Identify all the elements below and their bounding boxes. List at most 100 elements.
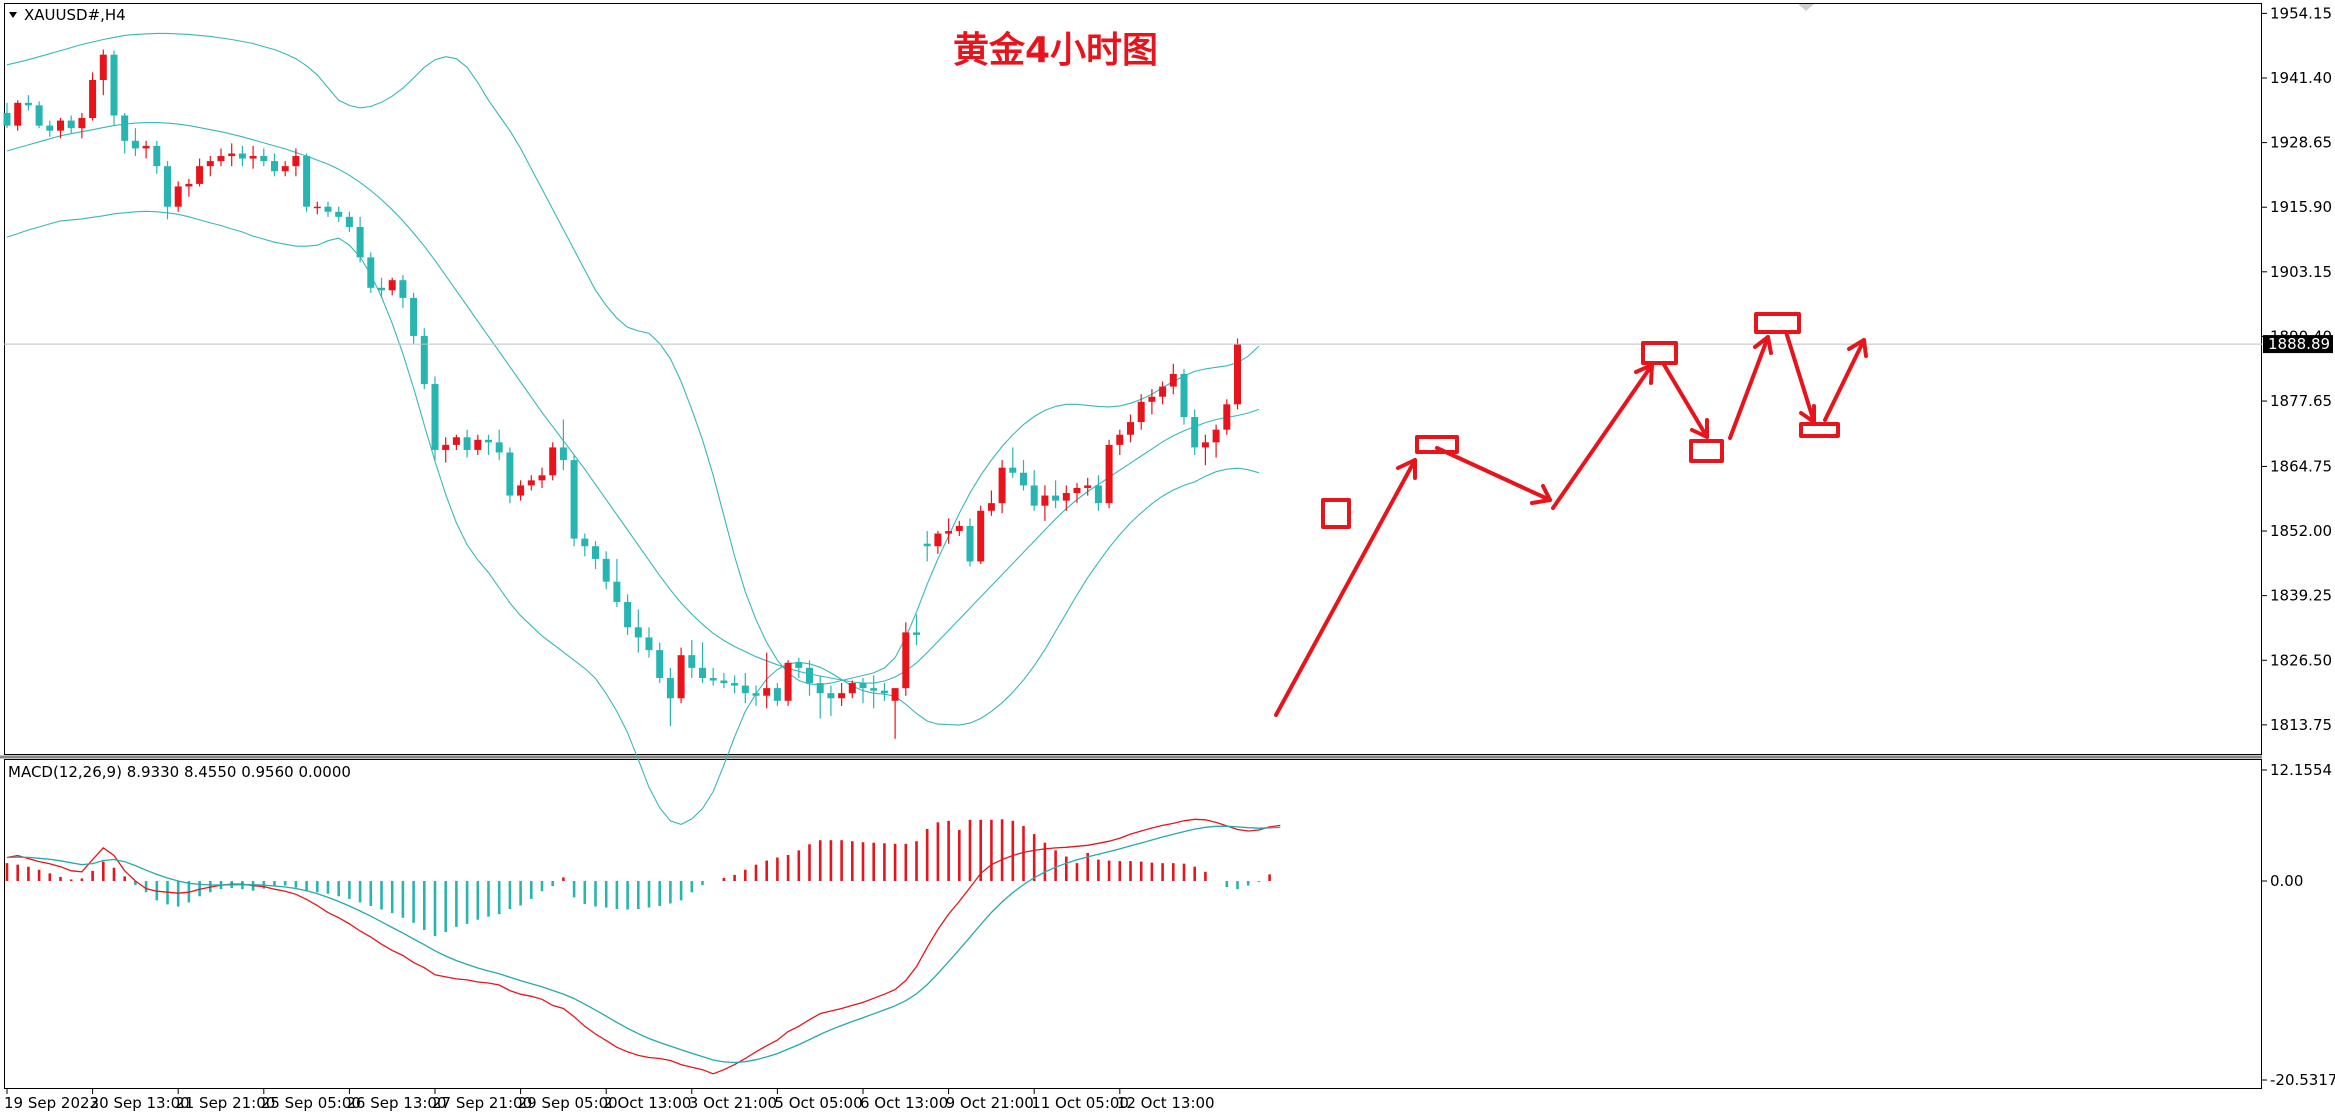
candle	[527, 475, 535, 491]
candle-body	[816, 683, 824, 694]
candle-body	[1030, 485, 1038, 506]
candle-body	[581, 538, 589, 547]
candle-body	[1169, 373, 1177, 387]
candle-body	[634, 627, 642, 638]
candle	[142, 140, 150, 159]
candle	[709, 667, 717, 686]
candle	[345, 211, 353, 233]
arrow-head-icon	[1799, 404, 1816, 424]
candle-body	[78, 118, 86, 129]
candle	[549, 442, 557, 481]
candle	[463, 429, 471, 458]
candle	[1223, 399, 1231, 435]
candle	[1116, 429, 1124, 456]
candle-body	[1084, 485, 1092, 488]
price-tick-label: 1928.65	[2270, 134, 2332, 152]
candle-body	[185, 183, 193, 187]
candle-body	[945, 531, 953, 534]
macd-tick-label: 0.00	[2270, 872, 2303, 890]
candle	[303, 153, 311, 212]
candle-body	[1148, 396, 1156, 402]
candle	[998, 460, 1006, 514]
candle-body	[431, 384, 439, 450]
time-tick-label: 26 Sep 13:00	[346, 1094, 446, 1112]
candle	[934, 531, 942, 554]
arrow-head-icon	[1753, 335, 1773, 355]
highlight-box	[1415, 435, 1459, 454]
time-tick-label: 6 Oct 13:00	[860, 1094, 948, 1112]
trend-arrow	[1435, 446, 1552, 502]
candle	[431, 376, 439, 461]
candle-body	[1191, 417, 1199, 448]
candle	[538, 467, 546, 488]
candle-body	[506, 452, 514, 496]
candle-body	[977, 510, 985, 562]
highlight-box	[1754, 312, 1801, 334]
candle-body	[720, 680, 728, 684]
candle-body	[110, 54, 118, 116]
candle-body	[303, 156, 311, 207]
candle-body	[827, 693, 835, 699]
candle	[260, 148, 268, 167]
time-tick-label: 29 Sep 05:00	[518, 1094, 618, 1112]
symbol-dropdown-icon[interactable]	[9, 12, 17, 18]
candle-body	[666, 677, 674, 699]
candle-body	[1159, 386, 1167, 397]
candle	[495, 429, 503, 461]
candle-body	[238, 153, 246, 159]
candle	[955, 520, 963, 537]
candle-body	[934, 533, 942, 547]
time-tick-label: 5 Oct 05:00	[774, 1094, 862, 1112]
candle-body	[656, 650, 664, 678]
candle	[1020, 460, 1027, 491]
candle	[987, 490, 995, 516]
candle-body	[324, 206, 332, 212]
candle-body	[335, 211, 343, 217]
candle	[313, 201, 321, 215]
candle	[1094, 475, 1102, 511]
candle	[945, 518, 953, 544]
candle	[452, 434, 460, 450]
candle	[174, 181, 182, 212]
candle-body	[228, 153, 236, 157]
candle	[517, 480, 525, 501]
candle	[806, 660, 813, 696]
candle	[1105, 439, 1113, 509]
candle	[923, 531, 931, 562]
candle-body	[121, 115, 129, 141]
price-tick-label: 1903.15	[2270, 263, 2332, 281]
candle	[442, 437, 450, 463]
time-tick-label: 12 Oct 13:00	[1117, 1094, 1215, 1112]
candle-body	[527, 480, 535, 486]
candle-body	[559, 447, 567, 461]
candle-body	[987, 503, 995, 511]
candle-body	[570, 460, 578, 539]
candle-body	[613, 581, 621, 602]
candle	[1127, 414, 1134, 443]
candle-body	[699, 667, 706, 678]
candle-body	[848, 683, 856, 694]
highlight-box	[1689, 439, 1724, 463]
candle	[335, 206, 343, 222]
candle	[559, 419, 567, 471]
price-tick-label: 1852.00	[2270, 522, 2332, 540]
candle-body	[356, 226, 364, 258]
current-price-label: 1888.89	[2268, 335, 2330, 353]
trend-annotations	[1274, 312, 1868, 717]
candle-body	[966, 525, 974, 562]
candle	[880, 683, 888, 701]
candle	[677, 647, 685, 704]
bollinger-bands	[6, 32, 1260, 825]
candle-body	[1116, 434, 1124, 445]
candle-body	[1127, 422, 1134, 435]
candle	[324, 201, 332, 217]
candle-body	[859, 683, 867, 689]
candle	[666, 667, 674, 727]
candle	[1030, 470, 1038, 511]
candle-body	[538, 475, 546, 481]
candle-body	[688, 655, 696, 668]
candle-body	[549, 447, 557, 476]
highlight-box	[1799, 422, 1840, 438]
price-tick-label: 1864.75	[2270, 457, 2332, 475]
macd-signal-line	[6, 825, 1281, 1064]
